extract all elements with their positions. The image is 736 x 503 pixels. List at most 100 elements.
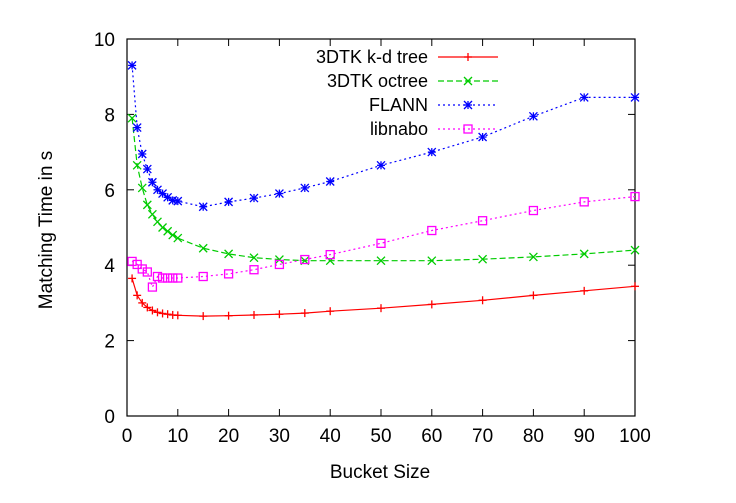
legend-entry: libnabo bbox=[370, 119, 498, 139]
data-point bbox=[224, 249, 234, 259]
data-point bbox=[478, 132, 488, 142]
data-point bbox=[631, 282, 639, 291]
series-1 bbox=[127, 113, 640, 266]
series-line bbox=[131, 65, 635, 208]
y-tick-label: 10 bbox=[94, 30, 115, 51]
legend-label: 3DTK octree bbox=[327, 71, 428, 91]
y-tick-label: 6 bbox=[104, 181, 115, 202]
x-tick-label: 50 bbox=[370, 426, 391, 447]
data-point bbox=[376, 160, 386, 170]
data-point bbox=[132, 160, 142, 170]
data-point bbox=[168, 230, 178, 240]
data-point bbox=[199, 312, 208, 321]
data-point bbox=[427, 256, 437, 266]
x-tick-label: 70 bbox=[472, 426, 493, 447]
data-point bbox=[223, 269, 234, 279]
data-point bbox=[147, 282, 158, 292]
legend-label: libnabo bbox=[370, 119, 428, 139]
data-point bbox=[127, 113, 137, 123]
data-point bbox=[158, 223, 168, 232]
x-tick-label: 20 bbox=[218, 426, 239, 447]
data-point bbox=[147, 209, 157, 219]
x-tick-label: 60 bbox=[421, 426, 442, 447]
data-point bbox=[376, 256, 386, 266]
data-point bbox=[132, 123, 142, 133]
data-point bbox=[138, 298, 147, 307]
data-point bbox=[528, 111, 538, 121]
data-point bbox=[198, 243, 208, 253]
data-point bbox=[162, 273, 173, 283]
series-3 bbox=[127, 191, 640, 292]
data-point bbox=[477, 216, 488, 226]
y-tick-label: 2 bbox=[104, 332, 115, 353]
data-point bbox=[163, 310, 172, 319]
x-tick-label: 80 bbox=[523, 426, 544, 447]
data-point bbox=[224, 311, 233, 320]
data-point bbox=[133, 291, 142, 300]
data-point bbox=[137, 264, 147, 274]
legend: 3DTK k-d tree 3DTK octree FLANN libnabo bbox=[316, 47, 498, 139]
data-point bbox=[198, 271, 208, 282]
data-point bbox=[163, 226, 173, 236]
data-point bbox=[127, 256, 137, 267]
data-point bbox=[148, 306, 157, 315]
data-point bbox=[249, 193, 259, 203]
data-point bbox=[630, 92, 640, 102]
data-point bbox=[630, 191, 640, 202]
data-point bbox=[249, 265, 259, 275]
data-point bbox=[168, 273, 178, 283]
series-line bbox=[131, 118, 636, 262]
data-point bbox=[300, 254, 310, 265]
legend-entry: FLANN bbox=[369, 95, 498, 115]
data-point bbox=[579, 249, 589, 259]
y-axis-title: Matching Time in s bbox=[36, 151, 57, 309]
data-point bbox=[173, 311, 182, 320]
y-tick-label: 8 bbox=[104, 105, 115, 126]
data-point bbox=[300, 309, 309, 318]
data-point bbox=[376, 238, 386, 248]
data-point bbox=[142, 200, 152, 210]
data-point bbox=[579, 92, 589, 102]
data-point bbox=[249, 253, 259, 263]
x-tick-label: 90 bbox=[574, 426, 595, 447]
data-point bbox=[274, 189, 284, 199]
data-point bbox=[153, 185, 162, 195]
data-point bbox=[529, 291, 538, 300]
x-tick-label: 100 bbox=[619, 426, 651, 447]
x-axis-title: Bucket Size bbox=[330, 462, 430, 483]
x-tick-label: 0 bbox=[122, 426, 133, 447]
legend-marker bbox=[463, 124, 473, 134]
data-point bbox=[158, 189, 168, 199]
legend-marker bbox=[464, 53, 472, 61]
data-point bbox=[168, 195, 178, 205]
data-point bbox=[325, 249, 335, 260]
data-point bbox=[478, 254, 488, 264]
data-point bbox=[580, 286, 589, 295]
data-point bbox=[427, 225, 437, 236]
x-tick-label: 10 bbox=[167, 426, 188, 447]
data-point bbox=[224, 197, 234, 207]
legend-entry: 3DTK octree bbox=[327, 71, 498, 91]
y-tick-label: 4 bbox=[104, 256, 115, 277]
legend-marker bbox=[463, 76, 473, 86]
data-point bbox=[152, 271, 163, 282]
data-point bbox=[250, 310, 258, 319]
x-tick-label: 30 bbox=[269, 426, 290, 447]
series-lines bbox=[127, 60, 640, 321]
series-line bbox=[131, 196, 636, 289]
data-point bbox=[128, 274, 137, 283]
data-point bbox=[630, 245, 640, 255]
data-point bbox=[142, 267, 152, 277]
data-point bbox=[147, 177, 157, 187]
legend-label: 3DTK k-d tree bbox=[316, 47, 428, 67]
x-tick-label: 40 bbox=[320, 426, 341, 447]
series-2 bbox=[127, 60, 640, 212]
data-point bbox=[153, 308, 162, 317]
series-line bbox=[131, 278, 636, 317]
data-point bbox=[198, 202, 208, 212]
axes: 0 10 20 30 40 50 60 70 80 90 100 0 2 4 6 8 10 bbox=[94, 30, 651, 447]
data-point bbox=[137, 149, 147, 159]
data-point bbox=[173, 273, 183, 283]
data-point bbox=[274, 255, 284, 265]
